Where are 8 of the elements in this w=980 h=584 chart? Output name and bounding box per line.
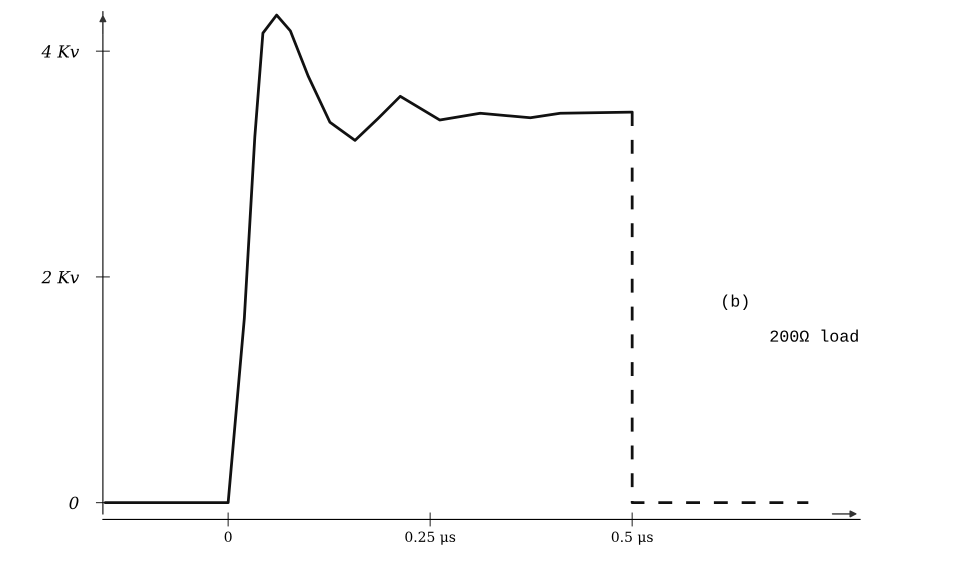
y-tick-label: 2 Kv <box>41 270 80 284</box>
x-tick-label: 0.5 μs <box>612 532 653 545</box>
x-tick-label: 0.25 μs <box>405 532 456 545</box>
y-tick-label: 0 <box>70 496 78 510</box>
y-tick-label: 4 Kv <box>41 45 80 58</box>
annotation: (b) <box>723 294 748 310</box>
x-tick-label: 0 <box>224 532 232 542</box>
annotation: 200Ω load <box>770 330 858 342</box>
